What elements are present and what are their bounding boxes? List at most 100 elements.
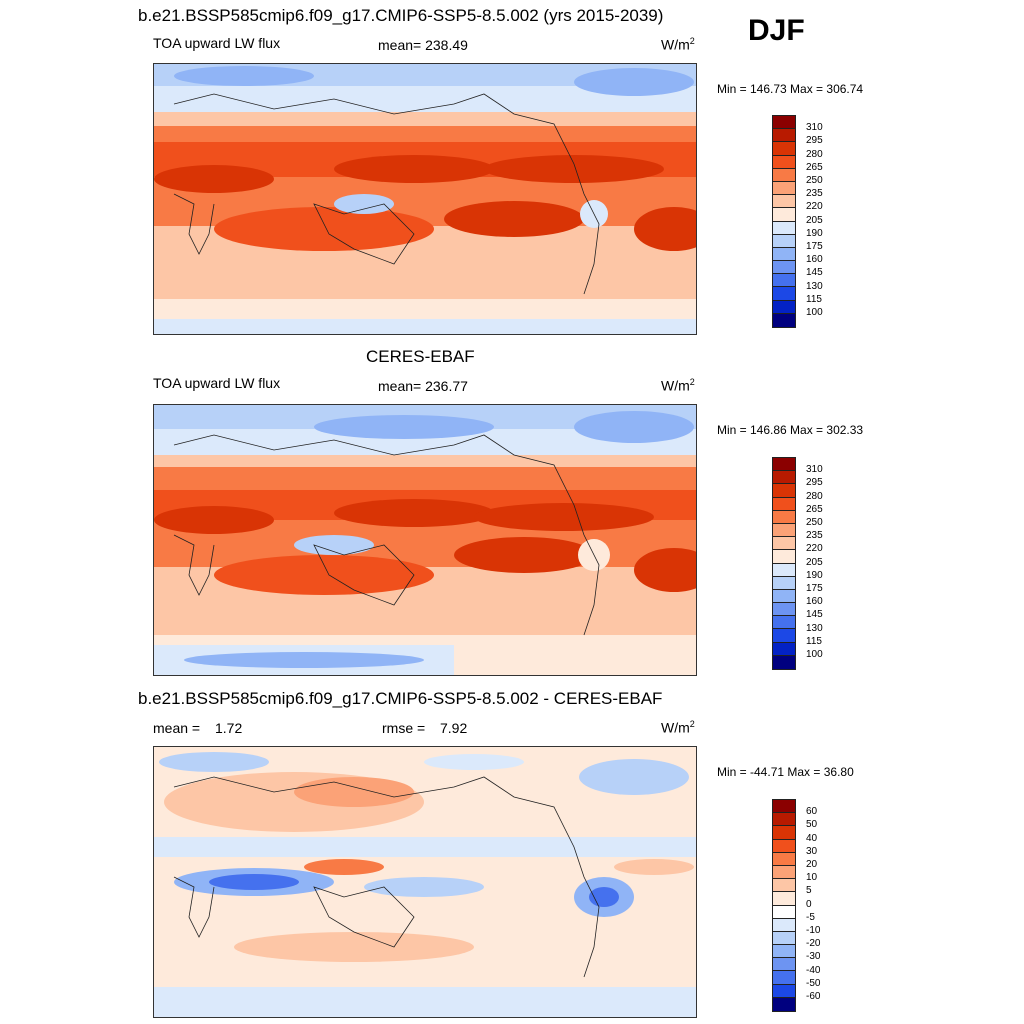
colorbar-swatch: [773, 616, 795, 630]
colorbar-swatch: [773, 589, 795, 604]
season-label: DJF: [748, 14, 805, 47]
colorbar-tick-label: -40: [806, 964, 821, 976]
colorbar-swatch: [773, 195, 795, 209]
colorbar-swatch: [773, 247, 795, 262]
colorbar-tick-label: 0: [806, 898, 812, 910]
colorbar-tick-label: 205: [806, 214, 823, 226]
panel3-colorbar: [772, 799, 796, 1012]
colorbar-swatch: [773, 142, 795, 156]
panel2-colorbar: [772, 457, 796, 670]
colorbar-swatch: [773, 155, 795, 169]
colorbar-tick-label: 130: [806, 622, 823, 634]
colorbar-tick-label: 310: [806, 122, 823, 134]
colorbar-tick-label: 250: [806, 517, 823, 528]
colorbar-swatch: [773, 274, 795, 288]
colorbar-swatch: [773, 879, 795, 893]
colorbar-swatch: [773, 129, 795, 143]
panel2-minmax: Min = 146.86 Max = 302.33: [717, 423, 864, 437]
panel3-rmse-label: rmse =: [382, 720, 426, 736]
panel2-subtitle: CERES-EBAF: [366, 347, 475, 366]
colorbar-swatch: [773, 971, 795, 985]
colorbar-tick-label: 265: [806, 503, 823, 515]
colorbar-tick-label: 295: [806, 135, 823, 147]
colorbar-tick-label: 115: [806, 635, 822, 647]
panel2-variable: TOA upward LW flux: [153, 375, 281, 391]
colorbar-swatch: [773, 905, 795, 919]
colorbar-swatch: [773, 655, 795, 669]
colorbar-swatch: [773, 221, 795, 235]
colorbar-swatch: [773, 116, 795, 130]
colorbar-tick-label: -20: [806, 938, 821, 950]
colorbar-swatch: [773, 945, 795, 959]
colorbar-tick-label: 145: [806, 267, 823, 279]
panel1-variable: TOA upward LW flux: [153, 35, 281, 51]
colorbar-tick-label: 160: [806, 596, 823, 608]
panel3-subtitle: b.e21.BSSP585cmip6.f09_g17.CMIP6-SSP5-8.…: [138, 689, 663, 708]
colorbar-tick-label: 220: [806, 543, 823, 555]
colorbar-tick-label: 280: [806, 148, 823, 160]
colorbar-swatch: [773, 287, 795, 301]
colorbar-swatch: [773, 918, 795, 932]
panel2-units: W/m2: [661, 377, 695, 394]
colorbar-tick-label: 265: [806, 161, 823, 173]
colorbar-swatch: [773, 826, 795, 840]
panel3-mean-value: 1.72: [215, 720, 243, 736]
colorbar-tick-label: 60: [806, 806, 818, 818]
colorbar-swatch: [773, 234, 795, 248]
colorbar-swatch: [773, 852, 795, 866]
colorbar-swatch: [773, 208, 795, 222]
colorbar-swatch: [773, 642, 795, 656]
colorbar-tick-label: 235: [806, 188, 823, 200]
colorbar-tick-label: 295: [806, 477, 823, 489]
panel1-colorbar: [772, 115, 796, 328]
colorbar-tick-label: 30: [806, 845, 818, 857]
colorbar-tick-label: 10: [806, 872, 818, 884]
colorbar-tick-label: 280: [806, 490, 823, 502]
colorbar-swatch: [773, 800, 795, 814]
colorbar-tick-label: -30: [806, 951, 821, 963]
colorbar-tick-label: 190: [806, 569, 823, 581]
colorbar-swatch: [773, 523, 795, 538]
colorbar-swatch: [773, 510, 795, 524]
panel3-mean-label: mean =: [153, 720, 201, 736]
colorbar-swatch: [773, 484, 795, 498]
colorbar-swatch: [773, 181, 795, 196]
colorbar-tick-label: 160: [806, 254, 823, 266]
colorbar-tick-label: 130: [806, 280, 823, 292]
colorbar-swatch: [773, 168, 795, 182]
colorbar-tick-label: 100: [806, 307, 823, 318]
colorbar-swatch: [773, 497, 795, 511]
colorbar-swatch: [773, 563, 795, 577]
panel3-map: [153, 746, 697, 1018]
panel2-mean: mean= 236.77: [378, 378, 468, 394]
colorbar-tick-label: 220: [806, 201, 823, 213]
colorbar-tick-label: 190: [806, 227, 823, 239]
colorbar-swatch: [773, 865, 795, 880]
colorbar-tick-label: -5: [806, 911, 815, 923]
colorbar-swatch: [773, 931, 795, 946]
colorbar-tick-label: 115: [806, 293, 822, 305]
panel2-map: [153, 404, 697, 676]
colorbar-swatch: [773, 313, 795, 327]
colorbar-swatch: [773, 550, 795, 564]
colorbar-swatch: [773, 892, 795, 906]
panel1-map: [153, 63, 697, 335]
colorbar-tick-label: 235: [806, 530, 823, 542]
colorbar-tick-label: 145: [806, 609, 823, 621]
colorbar-tick-label: 310: [806, 464, 823, 476]
colorbar-tick-label: -60: [806, 991, 821, 1002]
panel3-rmse-value: 7.92: [440, 720, 468, 736]
figure-title: b.e21.BSSP585cmip6.f09_g17.CMIP6-SSP5-8.…: [138, 6, 664, 25]
colorbar-tick-label: 5: [806, 885, 812, 897]
colorbar-tick-label: 175: [806, 241, 823, 252]
colorbar-swatch: [773, 576, 795, 590]
panel1-units: W/m2: [661, 36, 695, 53]
colorbar-swatch: [773, 984, 795, 998]
colorbar-swatch: [773, 997, 795, 1011]
colorbar-swatch: [773, 537, 795, 551]
colorbar-tick-label: 20: [806, 859, 818, 870]
colorbar-swatch: [773, 261, 795, 275]
colorbar-swatch: [773, 813, 795, 827]
colorbar-swatch: [773, 603, 795, 617]
colorbar-tick-label: -50: [806, 977, 821, 989]
